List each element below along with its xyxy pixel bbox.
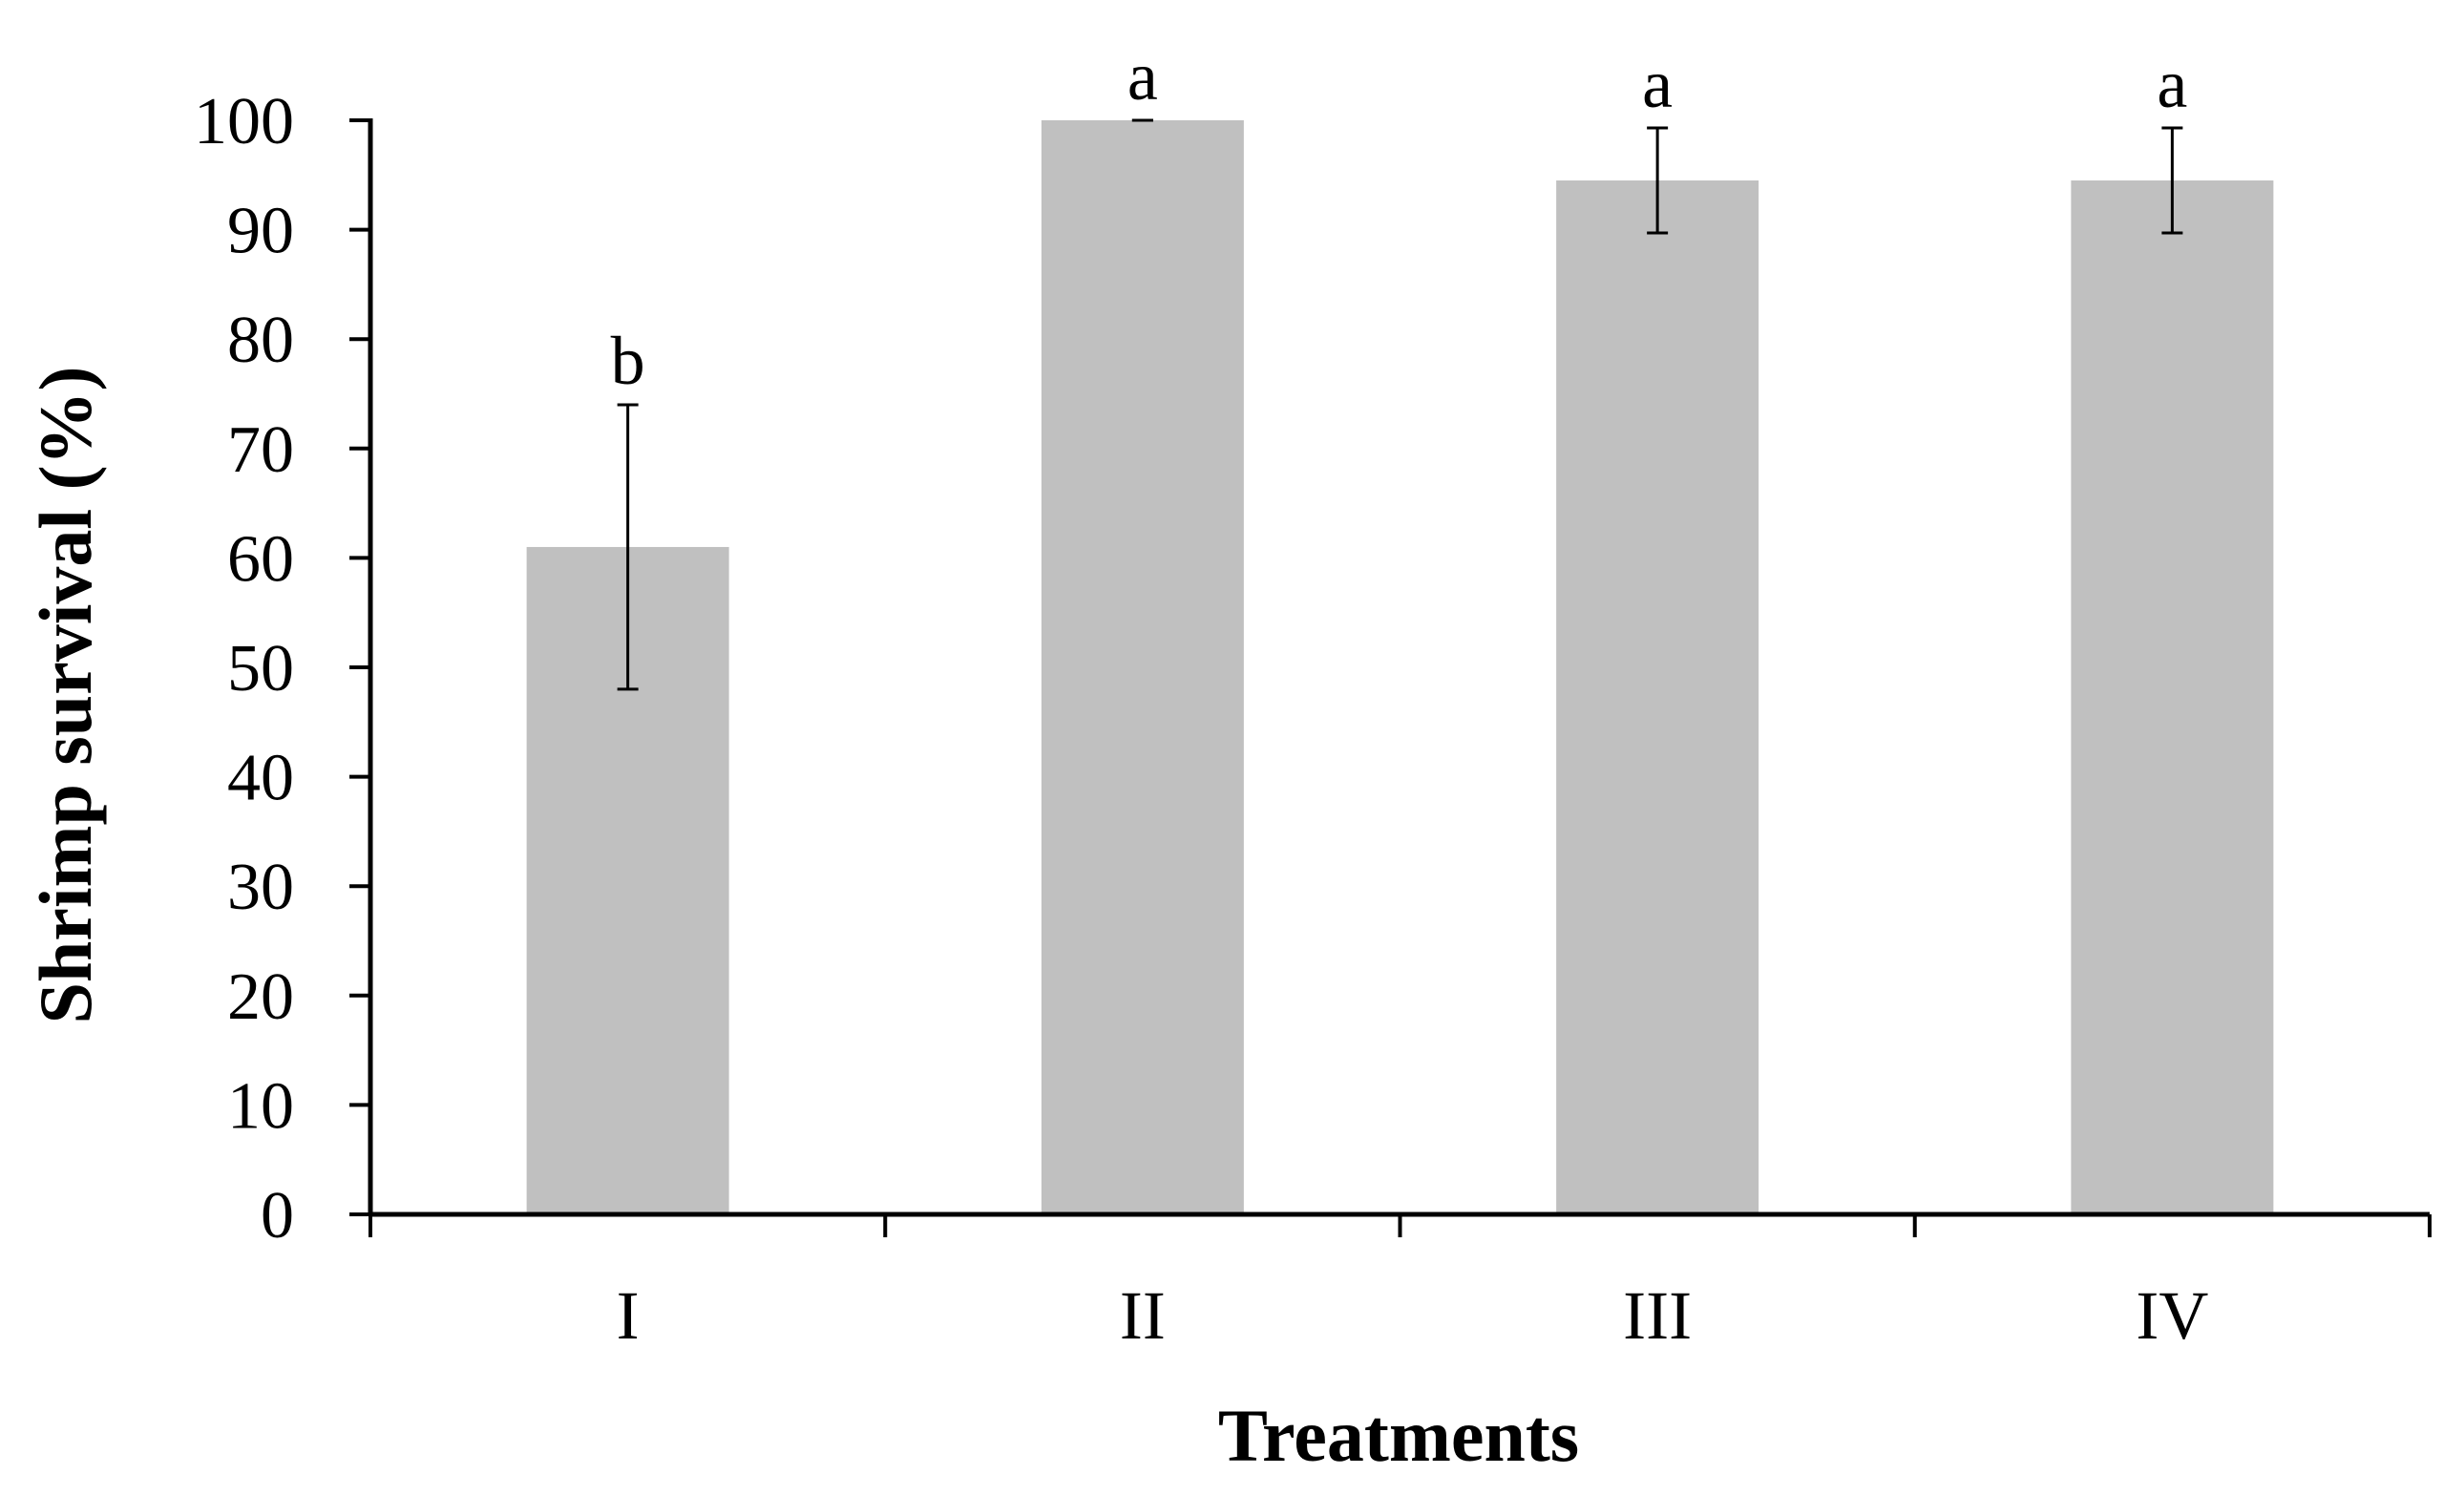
significance-label-1: b [611,323,645,399]
x-tick-label-3: III [1623,1277,1692,1354]
y-tick-label-100: 100 [194,85,294,158]
y-tick-label-10: 10 [227,1069,294,1143]
significance-label-3: a [1642,46,1673,122]
y-tick-label-90: 90 [227,195,294,268]
x-tick-label-1: I [617,1277,640,1354]
x-axis-title: Treatments [1218,1394,1579,1477]
x-tick-label-2: II [1120,1277,1166,1354]
y-tick-label-70: 70 [227,413,294,487]
y-tick-label-60: 60 [227,522,294,596]
y-tick-label-40: 40 [227,742,294,815]
bar-3 [1556,180,1759,1214]
significance-label-2: a [1127,38,1158,115]
y-tick-label-80: 80 [227,304,294,377]
y-tick-label-50: 50 [227,632,294,706]
bar-2 [1041,120,1244,1214]
y-tick-label-30: 30 [227,851,294,924]
y-tick-label-20: 20 [227,960,294,1034]
labels-layer: b Ia II a III a IV 0 10 20 30 40 50 60 70 80 90 100 [194,38,2208,1354]
y-axis-title: Shrimp survival (%) [24,366,107,1023]
bar-4 [2071,180,2274,1214]
bars-layer [526,120,2274,1214]
x-tick-label-4: IV [2136,1277,2208,1354]
error-bars-layer [617,118,2183,691]
axes-layer [349,118,2432,1237]
y-tick-label-0: 0 [261,1179,294,1253]
significance-label-4: a [2157,46,2187,122]
